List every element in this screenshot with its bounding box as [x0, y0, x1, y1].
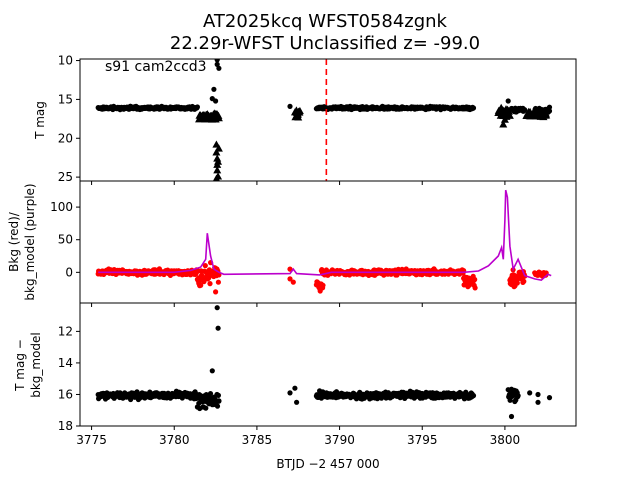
- residual-point: [215, 392, 221, 398]
- bkg-point: [472, 276, 478, 283]
- residual-point: [546, 395, 553, 401]
- chart-title-line2: 22.29r-WFST Unclassified z= -99.0: [170, 33, 480, 54]
- bkg-point: [215, 279, 221, 285]
- top-triangle-point: [505, 111, 514, 119]
- chart-title-line1: AT2025kcq WFST0584zgnk: [203, 11, 448, 32]
- top-circle-point: [522, 107, 528, 113]
- top-triangle-point: [504, 107, 513, 115]
- x-tick-label: 3775: [76, 433, 107, 447]
- bottom-ylabel-line2: bkg_model: [29, 332, 43, 398]
- residual-point: [287, 390, 293, 396]
- residual-point: [214, 403, 221, 409]
- x-tick-label: 3790: [324, 433, 355, 447]
- top-circle-point: [216, 65, 222, 71]
- middle-y-tick-label: 0: [65, 265, 73, 279]
- x-tick-label: 3785: [242, 433, 273, 447]
- bkg-point: [290, 279, 296, 285]
- panel-top: 10 15 20 25: [58, 54, 577, 185]
- top-triangle-point: [500, 115, 509, 123]
- top-plot-area: [95, 59, 553, 181]
- bottom-y-tick-label: 12: [58, 324, 73, 338]
- bkg-point: [521, 278, 527, 284]
- top-circle-point: [214, 61, 220, 67]
- top-circle-point: [505, 98, 511, 104]
- bottom-y-tick-label: 16: [58, 387, 73, 401]
- top-circle-point: [546, 104, 553, 110]
- bottom-y-tick-label: 18: [58, 419, 73, 433]
- top-circle-point: [546, 108, 553, 114]
- top-y-tick-label: 10: [58, 54, 73, 68]
- top-triangle-point: [214, 157, 223, 165]
- bottom-axes-frame: [79, 302, 577, 427]
- middle-ylabel-line2: bkg_model (purple): [23, 183, 37, 300]
- x-axis-label: BTJD −2 457 000: [276, 457, 379, 471]
- top-axes-frame: [79, 58, 577, 182]
- top-circle-point: [214, 59, 220, 63]
- bottom-plot-area: [95, 305, 553, 420]
- residual-point: [207, 391, 214, 397]
- top-triangle-point: [294, 113, 303, 121]
- top-triangle-point: [213, 166, 222, 174]
- bkg-point: [287, 276, 293, 282]
- top-circle-point: [213, 98, 219, 104]
- bkg-point: [287, 266, 293, 272]
- x-tick-label: 3800: [490, 433, 521, 447]
- middle-y-tick-label: 100: [50, 200, 73, 214]
- top-triangle-point: [212, 148, 221, 156]
- residual-point: [214, 305, 220, 311]
- residual-point: [294, 399, 300, 405]
- top-circle-point: [470, 105, 477, 111]
- bkg-point: [320, 282, 326, 288]
- residual-point: [508, 413, 515, 420]
- bkg-model-line: [98, 189, 552, 282]
- residual-point: [216, 398, 222, 404]
- middle-axes-frame: [79, 180, 577, 304]
- top-y-tick-label: 25: [58, 170, 73, 184]
- top-triangle-point: [542, 111, 551, 119]
- middle-plot-area: [95, 189, 552, 295]
- residual-point: [470, 393, 477, 399]
- top-triangle-point: [214, 114, 223, 122]
- residual-point: [215, 325, 221, 331]
- top-circle-point: [211, 86, 217, 92]
- top-y-tick-label: 15: [58, 92, 73, 106]
- bkg-point: [472, 285, 478, 291]
- bkg-point: [514, 280, 520, 286]
- bkg-point: [213, 289, 219, 295]
- panel-middle: 0 50 100: [50, 180, 577, 307]
- top-circle-point: [194, 104, 200, 110]
- bkg-point: [207, 281, 213, 287]
- top-ylabel: T mag: [33, 101, 47, 140]
- residual-point: [515, 393, 521, 399]
- top-triangle-point: [214, 144, 223, 152]
- top-triangle-point: [212, 174, 220, 181]
- residual-point: [535, 391, 541, 398]
- top-annotation: s91 cam2ccd3: [105, 59, 207, 75]
- top-circle-point: [287, 103, 293, 109]
- residual-point: [527, 390, 533, 396]
- top-triangle-point: [499, 120, 508, 128]
- bottom-y-tick-label: 14: [58, 356, 73, 370]
- bkg-point: [202, 263, 208, 269]
- residual-point: [209, 368, 215, 374]
- x-tick-label: 3780: [159, 433, 190, 447]
- middle-ylabel-line1: Bkg (red)/: [7, 211, 21, 272]
- residual-point: [203, 405, 209, 411]
- middle-y-tick-label: 50: [58, 233, 73, 247]
- bottom-ylabel-line1: T mag −: [13, 339, 27, 392]
- top-triangle-point: [295, 106, 304, 115]
- top-y-tick-label: 20: [58, 131, 73, 145]
- bkg-point: [198, 282, 204, 288]
- residual-point: [535, 399, 541, 405]
- x-tick-label: 3795: [407, 433, 438, 447]
- residual-point: [292, 385, 298, 391]
